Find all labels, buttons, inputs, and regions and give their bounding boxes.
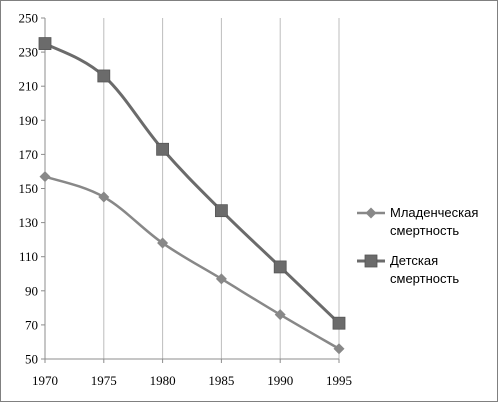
legend: Младенческая смертность Детская смертность bbox=[357, 205, 478, 286]
y-tick-label: 190 bbox=[19, 113, 39, 128]
grid bbox=[103, 18, 340, 359]
y-tick-label: 250 bbox=[19, 11, 39, 26]
y-tick-label: 110 bbox=[19, 249, 38, 264]
x-tick-label: 1995 bbox=[326, 373, 352, 388]
x-tick-label: 1970 bbox=[32, 373, 58, 388]
series-line bbox=[44, 175, 340, 350]
y-tick-label: 170 bbox=[19, 147, 39, 162]
y-tick-label: 90 bbox=[25, 283, 38, 298]
legend-marker bbox=[365, 207, 377, 219]
data-point bbox=[332, 316, 346, 330]
series-1 bbox=[39, 171, 345, 355]
data-point bbox=[214, 204, 228, 218]
x-tick-label: 1975 bbox=[91, 373, 117, 388]
legend-label: Детская bbox=[390, 253, 438, 268]
data-point bbox=[38, 37, 52, 50]
x-tick-label: 1990 bbox=[267, 373, 293, 388]
y-tick-label: 50 bbox=[25, 352, 38, 367]
data-point bbox=[97, 69, 111, 83]
x-tick-label: 1985 bbox=[208, 373, 234, 388]
y-tick-label: 210 bbox=[19, 79, 39, 94]
legend-item-1: Младенческая смертность bbox=[357, 205, 478, 238]
data-point bbox=[215, 273, 227, 285]
legend-marker bbox=[364, 254, 378, 268]
data-point bbox=[157, 237, 169, 249]
data-point bbox=[273, 260, 287, 274]
legend-label: Младенческая bbox=[390, 205, 478, 220]
axes: 50 70 90 110 130 150 170 190 210 230 250 1970 1975 19… bbox=[19, 11, 353, 389]
y-tick-label: 70 bbox=[25, 317, 38, 332]
y-tick-label: 230 bbox=[19, 45, 39, 60]
legend-item-2: Детская смертность bbox=[357, 253, 459, 286]
legend-label: смертность bbox=[390, 223, 459, 238]
series-line bbox=[44, 42, 341, 325]
legend-label: смертность bbox=[390, 271, 459, 286]
data-point bbox=[39, 171, 51, 183]
series-group bbox=[38, 37, 346, 355]
x-tick-label: 1980 bbox=[150, 373, 176, 388]
y-tick-label: 150 bbox=[19, 181, 39, 196]
data-point bbox=[156, 142, 170, 156]
y-tick-label: 130 bbox=[19, 215, 39, 230]
data-point bbox=[274, 309, 286, 321]
data-point bbox=[333, 343, 345, 355]
series-2 bbox=[38, 37, 346, 330]
data-point bbox=[98, 191, 110, 203]
